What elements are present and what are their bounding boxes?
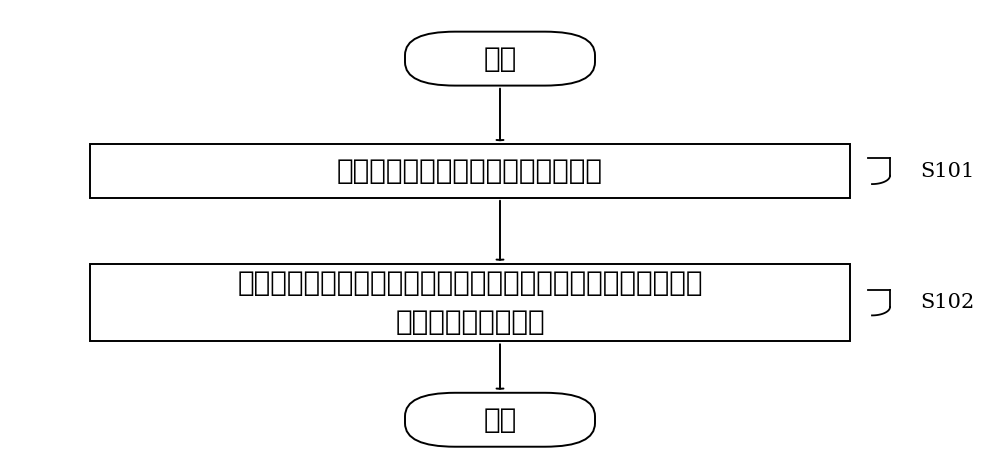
Text: S102: S102 — [920, 293, 974, 312]
FancyBboxPatch shape — [405, 32, 595, 86]
Bar — [90, 144, 850, 198]
Text: 周期性获取所述终端设备的温度数据: 周期性获取所述终端设备的温度数据 — [337, 157, 603, 185]
Bar — [90, 264, 850, 341]
Text: S101: S101 — [920, 162, 974, 181]
Text: 根据所述温度数据与预设目标温度的比较结果，调节对所述终端
设备的降温控制等级: 根据所述温度数据与预设目标温度的比较结果，调节对所述终端 设备的降温控制等级 — [237, 269, 703, 336]
Text: 结束: 结束 — [483, 406, 517, 434]
Text: 开始: 开始 — [483, 45, 517, 73]
FancyBboxPatch shape — [405, 393, 595, 446]
